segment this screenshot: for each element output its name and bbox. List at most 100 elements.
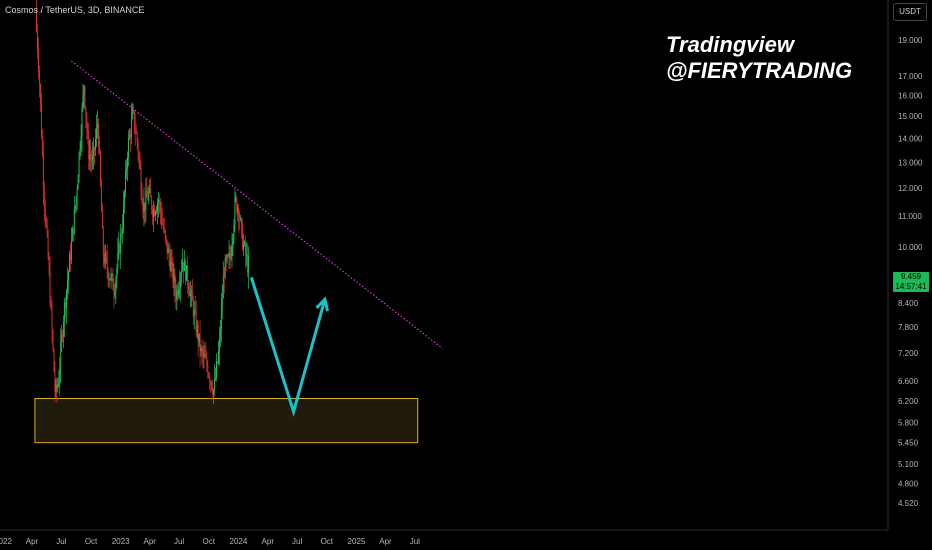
trendline bbox=[71, 60, 443, 349]
candle-body bbox=[100, 183, 102, 212]
candle-body bbox=[52, 330, 54, 349]
candle-body bbox=[164, 230, 166, 236]
candle-body bbox=[115, 278, 117, 293]
candle-body bbox=[63, 321, 65, 337]
candle-body bbox=[207, 365, 209, 375]
candle-body bbox=[175, 289, 177, 301]
candle-body bbox=[243, 243, 245, 250]
support-zone bbox=[34, 398, 419, 444]
candle-body bbox=[92, 156, 94, 161]
candle-body bbox=[205, 357, 207, 359]
candle-body bbox=[88, 137, 90, 160]
candle-body bbox=[148, 191, 150, 200]
watermark: Tradingview @FIERYTRADING bbox=[666, 32, 852, 84]
candle-body bbox=[118, 244, 120, 253]
candle-body bbox=[176, 290, 178, 301]
candle-body bbox=[112, 274, 114, 291]
candle-body bbox=[132, 109, 134, 111]
candle-body bbox=[190, 290, 192, 293]
candle-body bbox=[50, 303, 52, 307]
candle-body bbox=[97, 124, 98, 127]
candle-body bbox=[201, 347, 203, 352]
candle-body bbox=[150, 188, 152, 198]
candle-body bbox=[210, 381, 212, 383]
price-tick-label: 13.000 bbox=[898, 158, 923, 167]
candle-body bbox=[149, 188, 151, 192]
candle-body bbox=[218, 337, 220, 352]
candle-body bbox=[187, 265, 188, 284]
candle-body bbox=[86, 118, 88, 131]
candle-body bbox=[67, 281, 68, 291]
price-tick-label: 6.600 bbox=[898, 377, 919, 386]
price-axis[interactable]: 19.000 17.000 16.000 15.000 14.000 13.000 12.0… bbox=[898, 36, 923, 508]
candle-body bbox=[66, 290, 67, 308]
candle-body bbox=[49, 270, 51, 304]
time-tick-label: Apr bbox=[144, 537, 157, 546]
candle-body bbox=[246, 254, 247, 256]
candle-body bbox=[161, 222, 163, 225]
candle-body bbox=[192, 300, 194, 317]
candle-body bbox=[239, 217, 241, 220]
candle-body bbox=[120, 233, 122, 254]
candle-body bbox=[122, 228, 124, 235]
candle-body bbox=[189, 292, 191, 297]
candle-body bbox=[180, 275, 182, 286]
price-tick-label: 14.000 bbox=[898, 134, 923, 143]
time-tick-label: 2022 bbox=[0, 537, 12, 546]
candle-body bbox=[193, 309, 195, 317]
candle-body bbox=[37, 30, 38, 52]
price-tick-label: 5.100 bbox=[898, 460, 919, 469]
candle-body bbox=[87, 130, 89, 138]
candle-body bbox=[79, 148, 81, 153]
candle-body bbox=[133, 110, 135, 129]
candle-body bbox=[237, 207, 239, 212]
candle-body bbox=[244, 242, 246, 244]
candle-body bbox=[182, 262, 184, 271]
candle-body bbox=[98, 145, 100, 153]
candle-body bbox=[104, 253, 106, 264]
time-axis[interactable]: 2022 Apr Jul Oct 2023 Apr Jul Oct 2024 Apr Jul Oct 2… bbox=[0, 537, 420, 546]
candle-body bbox=[196, 325, 198, 333]
candle-body bbox=[198, 333, 200, 342]
candle-body bbox=[47, 234, 49, 258]
candle-body bbox=[84, 86, 86, 108]
candle-body bbox=[155, 212, 156, 216]
candle-body bbox=[147, 197, 149, 200]
candle-body bbox=[138, 153, 140, 160]
candle-body bbox=[128, 138, 129, 158]
candle-body bbox=[42, 154, 44, 189]
candle-body bbox=[171, 261, 173, 263]
last-price-value: 9.459 bbox=[900, 272, 922, 281]
candle-body bbox=[215, 377, 216, 380]
price-tick-label: 7.200 bbox=[898, 349, 919, 358]
price-tick-label: 5.450 bbox=[898, 439, 919, 448]
candle-body bbox=[46, 225, 48, 235]
candle-body bbox=[230, 257, 232, 259]
candle-body bbox=[191, 290, 193, 301]
watermark-line-1: Tradingview bbox=[666, 32, 794, 57]
price-tick-label: 4.520 bbox=[898, 499, 919, 508]
arrowhead bbox=[315, 296, 330, 312]
candle-body bbox=[98, 124, 99, 146]
candle-body bbox=[78, 152, 80, 177]
candle-body bbox=[75, 196, 77, 207]
candle-body bbox=[99, 152, 101, 184]
candle-body bbox=[158, 199, 160, 202]
candle-body bbox=[229, 252, 231, 259]
candle-body bbox=[95, 139, 97, 150]
currency-button[interactable]: USDT bbox=[893, 3, 927, 21]
candle-body bbox=[69, 254, 71, 261]
candle-body bbox=[144, 202, 146, 210]
candle-body bbox=[57, 384, 59, 389]
candle-body bbox=[197, 325, 199, 342]
candle-body bbox=[178, 289, 180, 295]
candle-body bbox=[143, 202, 145, 213]
candle-body bbox=[219, 330, 221, 338]
candle-body bbox=[58, 381, 60, 385]
candle-body bbox=[101, 211, 103, 229]
candle-body bbox=[105, 253, 107, 259]
candle-body bbox=[130, 118, 132, 137]
candle-body bbox=[145, 191, 147, 210]
candle-body bbox=[240, 218, 242, 220]
projection-arrow bbox=[249, 276, 330, 417]
